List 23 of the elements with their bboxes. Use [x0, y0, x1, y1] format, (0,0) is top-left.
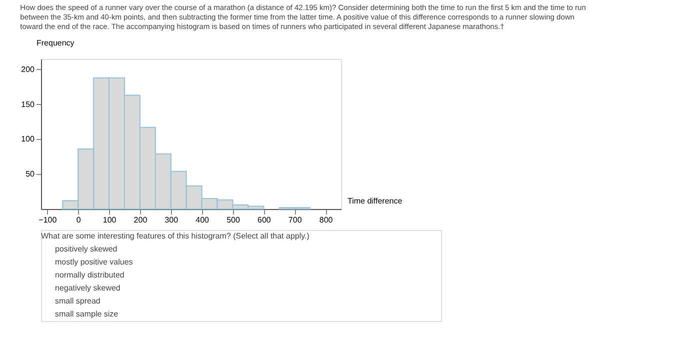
x-tick-label: 800 [319, 216, 334, 224]
x-tick-label: 0 [76, 216, 82, 224]
x-tick-label: 400 [196, 216, 210, 224]
y-tick-label: 150 [21, 100, 36, 109]
x-tick-label: 100 [102, 216, 117, 224]
y-tick-label: 100 [21, 134, 36, 144]
x-tick-label: 700 [288, 216, 302, 224]
y-tick-label: 50 [26, 170, 36, 179]
text: small sample size [55, 310, 119, 318]
x-tick-label: −100 [38, 216, 58, 224]
text: What are some interesting features of this histogram? (Select all that apply.) [41, 232, 310, 240]
text: mostly positive values [55, 258, 133, 266]
text: negatively skewed [55, 284, 120, 292]
text: positively skewed [55, 244, 118, 254]
x-tick-label: 200 [134, 216, 148, 224]
x-tick-label: 600 [258, 216, 272, 224]
y-axis-title: Frequency [36, 38, 74, 48]
x-tick-label: 300 [164, 216, 179, 224]
text: small spread [55, 296, 100, 306]
y-tick-label: 200 [21, 64, 36, 74]
text: normally distributed [55, 270, 124, 280]
x-axis-title: Time difference [348, 196, 403, 206]
x-tick-label: 500 [226, 216, 240, 224]
